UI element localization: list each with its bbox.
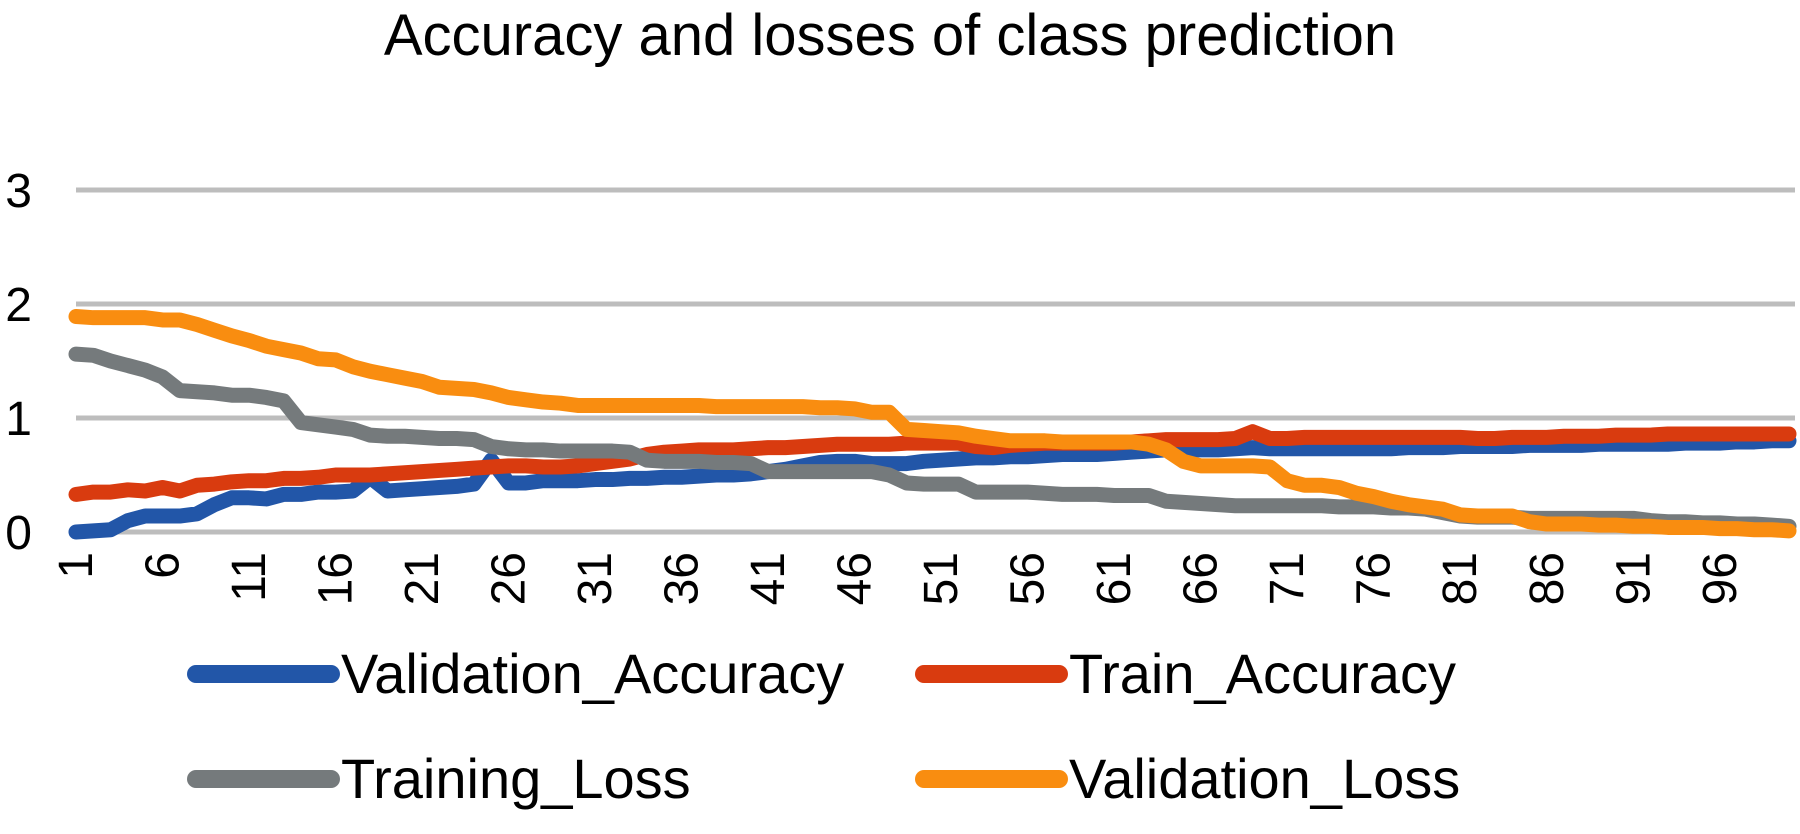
x-axis-ticks: 1 6 11 16 21 26 31 36 41 46 51 56 61 66 71 76 81 86 91 96: [50, 552, 1747, 605]
x-tick-label: 26: [483, 552, 536, 605]
x-tick-label: 21: [396, 552, 449, 605]
legend-label-validation-accuracy: Validation_Accuracy: [341, 642, 844, 705]
x-tick-label: 41: [742, 552, 795, 605]
x-tick-label: 36: [656, 552, 709, 605]
chart-title: Accuracy and losses of class prediction: [384, 3, 1396, 68]
plot-lines: [68, 309, 1797, 540]
grid-lines: [76, 187, 1795, 535]
x-tick-label: 86: [1521, 552, 1574, 605]
legend-label-validation-loss: Validation_Loss: [1069, 747, 1460, 810]
legend-label-training-loss: Training_Loss: [341, 747, 691, 810]
x-tick-label: 66: [1175, 552, 1228, 605]
y-axis-ticks: 0 1 2 3: [5, 165, 32, 560]
x-tick-label: 31: [569, 552, 622, 605]
x-tick-label: 81: [1434, 552, 1487, 605]
series-line-validation-loss: [68, 309, 1797, 539]
y-tick-label: 2: [5, 279, 32, 332]
y-tick-label: 1: [5, 393, 32, 446]
x-tick-label: 56: [1002, 552, 1055, 605]
series-line-validation-accuracy: [68, 433, 1797, 540]
x-tick-label: 6: [137, 552, 190, 579]
y-tick-label: 0: [5, 507, 32, 560]
x-tick-label: 16: [310, 552, 363, 605]
x-tick-label: 1: [50, 552, 103, 579]
legend-label-train-accuracy: Train_Accuracy: [1069, 642, 1456, 705]
x-tick-label: 46: [829, 552, 882, 605]
x-tick-label: 76: [1348, 552, 1401, 605]
x-tick-label: 96: [1694, 552, 1747, 605]
x-tick-label: 61: [1088, 552, 1141, 605]
x-tick-label: 71: [1261, 552, 1314, 605]
x-tick-label: 11: [223, 552, 276, 602]
legend: Validation_Accuracy Train_Accuracy Trainin…: [187, 642, 1460, 810]
x-tick-label: 91: [1607, 552, 1660, 605]
y-tick-label: 3: [5, 165, 32, 218]
x-tick-label: 51: [915, 552, 968, 605]
series-line-train-accuracy: [68, 424, 1797, 502]
